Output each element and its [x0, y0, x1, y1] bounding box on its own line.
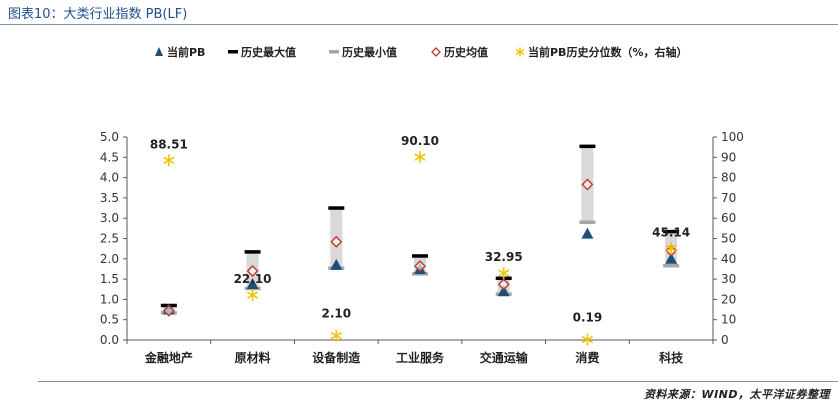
left-tick-label: 2.0 [100, 252, 119, 266]
left-tick-label: 3.0 [100, 211, 119, 225]
max-marker [579, 144, 596, 149]
percentile-marker [330, 329, 342, 342]
legend-label: 历史均值 [444, 45, 488, 59]
legend-key [228, 50, 238, 54]
current-pb-marker [665, 252, 678, 264]
legend-item: 历史最小值 [329, 45, 397, 59]
right-tick-label: 90 [721, 150, 736, 164]
right-tick-label: 60 [721, 211, 736, 225]
right-tick-label: 10 [721, 313, 736, 327]
left-tick-label: 0.0 [100, 333, 119, 347]
percentile-marker [665, 242, 677, 255]
min-marker [663, 263, 680, 268]
category-label: 消费 [575, 350, 599, 365]
max-marker [328, 206, 345, 210]
legend-item: 历史最大值 [228, 45, 296, 59]
legend-label: 历史最小值 [342, 45, 397, 59]
percentile-marker [163, 154, 175, 167]
left-tick-label: 1.0 [100, 292, 119, 306]
min-marker [579, 220, 596, 225]
percentile-marker [581, 333, 594, 346]
max-marker [663, 229, 680, 234]
figure-title: 图表10：大类行业指数 PB(LF) [8, 7, 188, 22]
legend-item: 当前PB [155, 45, 205, 59]
average-marker [246, 264, 259, 277]
average-marker [330, 235, 343, 248]
right-tick-label: 30 [721, 272, 736, 286]
right-tick-label: 80 [721, 171, 736, 185]
right-tick-label: 20 [721, 292, 736, 306]
average-marker [581, 178, 594, 191]
top-divider [0, 24, 838, 25]
current-pb-marker [581, 227, 594, 239]
category-label: 金融地产 [144, 350, 193, 365]
current-pb-marker [246, 277, 259, 289]
category-label: 原材料 [235, 350, 271, 365]
chart-marks: 88.51 22.10 2.10 90.10 32.95 0.19 45.14 [150, 134, 690, 346]
percentile-marker [414, 151, 426, 164]
legend-item: 当前PB历史分位数（%，右轴） [515, 45, 687, 59]
legend-key [431, 47, 441, 57]
legend-key [515, 47, 525, 57]
right-tick-label: 40 [721, 252, 736, 266]
right-tick-label: 0 [721, 333, 729, 347]
left-tick-label: 2.5 [100, 232, 119, 246]
current-pb-marker [330, 258, 343, 270]
percentile-data-label: 88.51 [150, 137, 188, 151]
legend-key [155, 47, 163, 56]
current-pb-marker [497, 285, 510, 297]
legend-label: 当前PB历史分位数（%，右轴） [528, 45, 687, 59]
category-label: 交通运输 [480, 350, 529, 365]
right-tick-label: 70 [721, 191, 736, 205]
category-label: 工业服务 [396, 350, 445, 365]
legend-item: 历史均值 [431, 45, 488, 59]
source-note: 资料来源：WIND，太平洋证券整理 [643, 388, 830, 401]
chart-axes: 0.0 0.5 1.0 1.5 2.0 2.5 3.0 3.5 4.0 4.5 5.0 0 10 20 30… [100, 130, 744, 365]
category-label: 科技 [659, 350, 684, 365]
average-marker [162, 304, 175, 317]
chart-legend: 当前PB 历史最大值 历史最小值 历史均值 当前PB历史分位数（%，右轴） [155, 45, 687, 59]
percentile-marker [246, 289, 259, 302]
percentile-data-label: 32.95 [485, 250, 523, 264]
max-marker [412, 254, 428, 258]
left-tick-label: 0.5 [100, 313, 119, 327]
left-tick-label: 3.5 [100, 191, 119, 205]
legend-key [329, 50, 339, 54]
left-tick-label: 1.5 [100, 272, 119, 286]
percentile-marker [498, 267, 510, 280]
legend-label: 历史最大值 [241, 45, 296, 59]
left-tick-label: 4.5 [100, 150, 119, 164]
bottom-divider [38, 381, 838, 382]
left-tick-label: 4.0 [100, 171, 119, 185]
right-tick-label: 50 [721, 232, 736, 246]
average-marker [414, 260, 426, 273]
legend-label: 当前PB [167, 45, 205, 59]
max-marker [244, 250, 261, 254]
percentile-data-label: 2.10 [321, 307, 351, 321]
percentile-data-label: 90.10 [401, 134, 439, 148]
category-label: 设备制造 [312, 350, 361, 365]
average-marker [497, 278, 510, 291]
right-tick-label: 100 [721, 130, 744, 144]
percentile-data-label: 0.19 [573, 311, 603, 325]
percentile-data-label: 45.14 [652, 225, 690, 239]
percentile-data-label: 22.10 [234, 272, 272, 286]
pb-range-chart: 当前PB 历史最大值 历史最小值 历史均值 当前PB历史分位数（%，右轴） 0.0 0.5… [100, 45, 744, 365]
left-tick-label: 5.0 [100, 130, 119, 144]
